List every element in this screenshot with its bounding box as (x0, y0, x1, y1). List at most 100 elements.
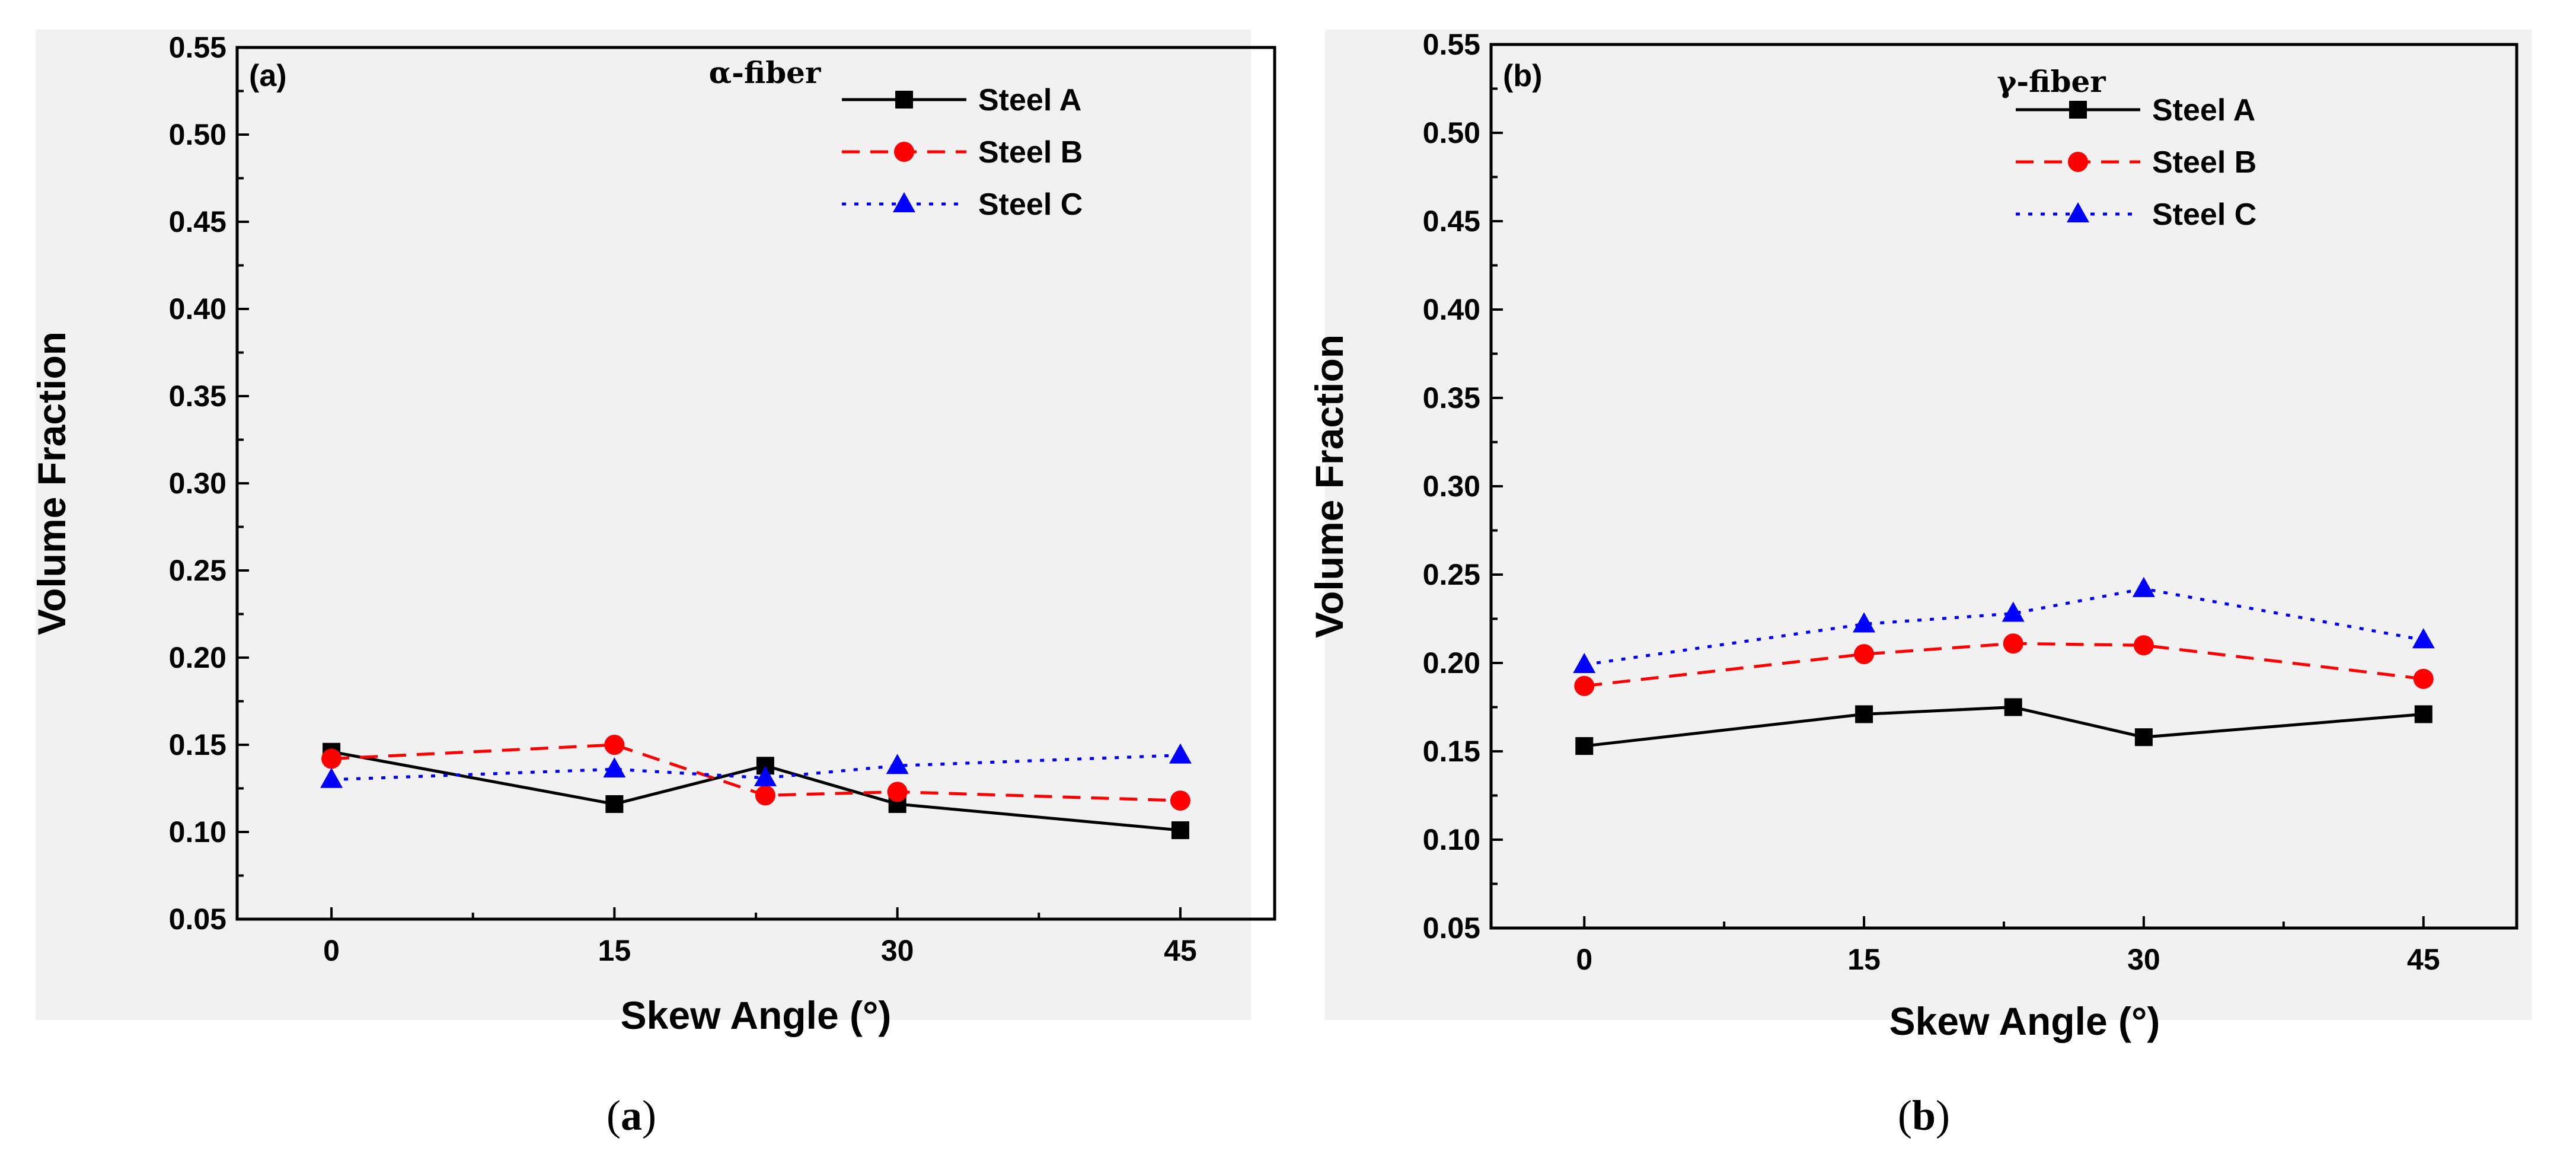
chart-b-series-steel-a-point (1855, 705, 1873, 723)
chart-a-ytick-label: 0.30 (169, 467, 226, 500)
chart-b-series-steel-a-point (2414, 705, 2433, 723)
chart-a-series-steel-c-point (603, 757, 626, 778)
chart-a-series-steel-a-point (605, 795, 624, 813)
chart-a-ytick-label: 0.20 (169, 641, 226, 674)
chart-b-series-steel-c-point (2132, 576, 2155, 597)
chart-b-series-steel-c (1573, 576, 2435, 673)
chart-b-series-steel-c-point (1573, 652, 1596, 673)
chart-b-caption-open: ( (1898, 1092, 1912, 1139)
chart-b-series-steel-c-point (2002, 601, 2025, 622)
chart-b-ytick-label: 0.15 (1423, 735, 1480, 768)
chart-b-series-steel-a-point (2134, 728, 2153, 747)
chart-b-series-steel-c-line (1584, 587, 2424, 667)
chart-a-series-steel-b-point (755, 785, 775, 806)
chart-a-series-steel-b (321, 735, 1190, 811)
chart-a-series-steel-c-point (1169, 743, 1192, 764)
chart-a-series-steel-c-line (331, 754, 1181, 782)
chart-b-ytick-label: 0.25 (1423, 558, 1480, 591)
chart-b-xtick-label: 30 (2127, 943, 2160, 976)
chart-a-ytick-label: 0.05 (169, 903, 226, 936)
chart-b-ytick-label: 0.35 (1423, 381, 1480, 415)
chart-a-legend-label: Steel B (978, 135, 1083, 170)
chart-a-title: α-fiber (709, 55, 821, 90)
chart-b-caption: (b) (1898, 1092, 1950, 1139)
chart-b-series-steel-b-point (2413, 668, 2434, 689)
chart-b-series-steel-a-point (2004, 698, 2022, 716)
chart-b-title: γ-fiber (1997, 64, 2106, 99)
chart-b-series-steel-b-point (2133, 635, 2154, 656)
chart-a-xtick-label: 45 (1164, 934, 1197, 967)
chart-b-ytick-label: 0.30 (1423, 470, 1480, 503)
chart-b-ytick-label: 0.55 (1423, 28, 1480, 61)
chart-a-ytick-label: 0.25 (169, 554, 226, 587)
chart-a-series-steel-a-point (1171, 821, 1189, 840)
chart-b-ytick-label: 0.45 (1423, 205, 1480, 238)
chart-b-legend: Steel A Steel B Steel C (2016, 93, 2256, 232)
chart-a-xlabel: Skew Angle (°) (621, 993, 892, 1037)
chart-a-legend-marker (893, 192, 915, 212)
chart-a-ytick-label: 0.55 (169, 31, 226, 64)
chart-a-series-steel-c-point (886, 754, 909, 774)
chart-b-xtick-label: 45 (2407, 943, 2440, 976)
chart-a-caption-letter: a (621, 1092, 642, 1139)
chart-a-xtick-label: 0 (323, 934, 340, 967)
chart-b: 0.05 0.10 0.15 0.20 0.25 0.30 0.35 0.40 0.45 0.50… (1307, 28, 2532, 1043)
chart-b-series-steel-a (1575, 698, 2433, 755)
chart-b-series-steel-a-point (1575, 737, 1594, 755)
chart-b-ytick-label: 0.20 (1423, 646, 1480, 680)
chart-b-caption-close: ) (1936, 1092, 1950, 1139)
chart-b-series-steel-c-point (1853, 612, 1876, 633)
chart-a-caption-close: ) (642, 1092, 656, 1139)
chart-b-series-steel-b-point (1574, 675, 1595, 696)
chart-a-caption: (a) (607, 1092, 656, 1139)
chart-a-legend-marker (895, 91, 913, 109)
chart-a-ytick-label: 0.15 (169, 728, 226, 761)
chart-b-caption-letter: b (1912, 1092, 1936, 1139)
chart-a-ytick-label: 0.10 (169, 815, 226, 849)
chart-a-xtick-label: 30 (881, 934, 914, 967)
chart-a-series-steel-b-point (604, 735, 625, 755)
chart-b-xtick-label: 0 (1576, 943, 1592, 976)
chart-a-series-steel-a (323, 742, 1189, 840)
chart-a-series-steel-c (320, 743, 1192, 788)
chart-a-panel-tag: (a) (249, 59, 287, 93)
chart-a-ytick-label: 0.40 (169, 292, 226, 326)
chart-a-ytick-label: 0.50 (169, 118, 226, 151)
chart-a-legend-marker (894, 142, 914, 162)
chart-a-series-steel-c-point (320, 767, 343, 788)
chart-b-series-steel-b (1574, 633, 2434, 696)
chart-b-legend-marker (2069, 101, 2087, 119)
chart-a-legend-label: Steel C (978, 187, 1083, 222)
chart-b-legend-marker (2068, 152, 2088, 172)
chart-a-legend: Steel A Steel B Steel C (842, 83, 1083, 222)
chart-a-ytick-label: 0.35 (169, 380, 226, 413)
chart-a-xtick-label: 15 (598, 934, 631, 967)
chart-b-panel-tag: (b) (1503, 59, 1542, 93)
chart-a-series-steel-b-point (887, 782, 908, 802)
chart-b-legend-label: Steel C (2152, 197, 2256, 232)
chart-a-ylabel: Volume Fraction (30, 331, 74, 635)
chart-b-series-steel-c-point (2412, 628, 2435, 649)
chart-a-series-steel-b-point (1170, 790, 1190, 811)
chart-b-ytick-label: 0.05 (1423, 911, 1480, 945)
chart-b-legend-label: Steel B (2152, 145, 2256, 180)
chart-a-ytick-label: 0.45 (169, 205, 226, 238)
chart-a-legend-label: Steel A (978, 83, 1081, 117)
chart-b-legend-label: Steel A (2152, 93, 2255, 127)
chart-b-ytick-label: 0.10 (1423, 823, 1480, 856)
chart-a-caption-open: ( (607, 1092, 621, 1139)
chart-b-series-steel-b-point (1854, 644, 1875, 665)
chart-b-series-steel-b-point (2003, 633, 2023, 654)
chart-b-xtick-label: 15 (1847, 943, 1881, 976)
chart-b-ylabel: Volume Fraction (1307, 334, 1351, 638)
chart-a-background (36, 30, 1251, 1020)
chart-a-series-steel-c-point (754, 766, 777, 786)
chart-b-ytick-label: 0.50 (1423, 116, 1480, 149)
chart-b-xlabel: Skew Angle (°) (1889, 999, 2160, 1043)
chart-a-series-steel-b-point (321, 748, 342, 769)
chart-b-legend-marker (2067, 202, 2089, 222)
chart-b-ytick-label: 0.40 (1423, 293, 1480, 326)
chart-b-background (1325, 30, 2532, 1020)
chart-a: 0.05 0.10 0.15 0.20 0.25 0.30 0.35 0.40 0.45 0.50… (30, 30, 1276, 1037)
